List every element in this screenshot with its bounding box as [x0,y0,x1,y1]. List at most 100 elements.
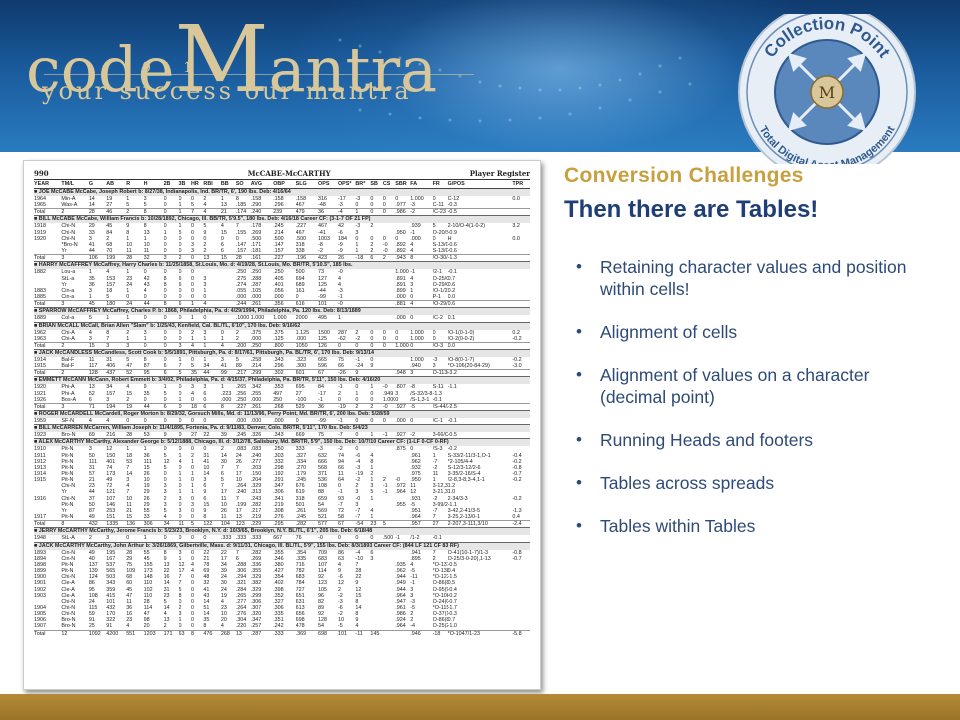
register-cell: 3 [190,248,194,255]
register-cell: 5 [88,315,92,322]
register-cell: -0.3 [447,611,457,618]
banner-dot-pattern [338,38,692,123]
register-cell [512,341,530,350]
register-cell: .270 [295,464,307,471]
register-cell: 8 [61,520,89,528]
register-cell: 501 [295,501,305,508]
register-col-header: HR [190,180,204,189]
register-cell: Cle-A [61,592,75,599]
register-cell: 0 [337,483,341,490]
register-cell: 26 [220,507,227,514]
register-cell: -48 [318,202,326,209]
register-cell: 17 [220,489,227,496]
register-cell: 0 [190,281,194,288]
register-stat-row: 1917 Pit-N 49 151 15 33 4 0 0 8 11 13 .219 .276 .245 52… [34,514,530,521]
register-total-row: Total 12 1092 4200 551 1203 171 63 8 476 268 13.287… [34,629,530,637]
register-cell: 4 [355,623,359,630]
register-cell: 153 [106,275,116,282]
register-cell: 55 [143,549,150,556]
register-cell: 44 [88,248,95,255]
register-cell: 1923 [34,432,46,439]
register-cell: 145 [370,629,383,637]
register-player-row: ■ SPARROW McCAFFREY McCaffrey, Charles P… [34,307,530,316]
register-cell: .949 [395,580,406,587]
register-cell: *O-123(86-1-29) [432,574,448,581]
register-cell: .276 [273,514,284,521]
register-cell: .321 [235,580,247,587]
register-cell: 23 [88,483,95,490]
register-cell: -0 [382,248,388,255]
register-cell: .944 [395,574,406,581]
register-cell: 5 [190,363,194,370]
register-cell: 698 [295,617,305,624]
register-cell: .276 [235,611,247,618]
register-cell: -99 [318,294,326,301]
register-cell: 184 [337,235,347,242]
register-player-name: ■ BILL McCABE McCabe, William Francis b:… [34,215,530,224]
register-cell: 1 [163,384,167,391]
register-cell: .334 [295,458,307,465]
register-stat-row: 1920 Chi-N 3 2 1 1 0 0 0 0 0 0 .500 .500 .500 1003 184 0 0… [34,236,530,242]
register-cell: .214 [273,229,284,236]
register-cell: 3 [203,384,207,391]
register-cell: .219 [273,501,284,508]
register-cell: 14 [203,598,210,605]
register-cell: O-41(10-1-7)/1-3 [447,549,489,556]
register-total-row: Total 2 28 46 2 8 0 1 7 4 21.174.240 239 479 36 -4 1 0 0.… [34,208,530,216]
register-cell: 0 [395,335,399,342]
register-cell: -1.1 [447,384,457,391]
register-cell: Yr [61,507,67,514]
register-cell: 0 [203,418,207,425]
register-cell: .256 [235,390,247,397]
register-cell: 95 [143,369,164,377]
register-cell: 0 [178,294,182,301]
register-cell: 34 [203,363,210,370]
register-cell: 34 [163,520,179,528]
register-cell: -11 [410,574,418,581]
register-cell: 3 [355,229,359,236]
register-cell: 75 [318,432,325,439]
register-cell: 108 [318,483,328,490]
register-cell: 1 [190,483,194,490]
register-cell: 694 [295,275,305,282]
register-cell: 0 [355,235,359,242]
register-cell: 2 [190,452,194,459]
register-cell: 698 [318,629,338,637]
register-cell: 44 [143,300,164,308]
register-cell: 107 [318,561,328,568]
register-cell: 631 [295,598,305,605]
register-player-name: ■ SPARROW McCAFFREY McCaffrey, Charles P… [34,307,530,316]
register-cell: 72 [106,483,113,490]
register-cell: .401 [273,281,284,288]
register-cell: 110 [143,580,153,587]
register-cell: 2 [370,402,383,411]
register-cell: 0 [178,483,182,490]
register-cell: .329 [250,574,262,581]
register-cell: 551 [126,629,144,637]
register-cell: 9 [143,384,147,391]
register-cell [395,629,411,637]
register-cell: Bro-N [61,623,76,630]
register-cell: 0 [355,384,359,391]
register-cell: .405 [273,275,284,282]
register-cell: 0 [382,335,386,342]
register-cell: 17 [235,507,242,514]
register-col-header: AB [106,180,127,189]
slide-headline: Then there are Tables! [564,196,819,223]
register-cell: 6 [370,549,374,556]
register-cell: /S-32/3-8,2-3,1-1 [410,390,433,397]
register-cell: 6 [163,363,167,370]
register-cell: 322 [106,617,116,624]
register-stat-row: *Bro-N 41 68 10 10 0 0 3 2 6.147.171.147 318 -8 -9 1 2… [34,242,530,248]
register-cell: 2 [203,248,207,255]
register-cell: 0 [370,329,374,336]
register-cell: 13 [235,514,242,521]
register-cell: 401 [106,458,116,465]
register-cell: 10 [337,617,344,624]
register-cell: .298 [273,464,284,471]
register-cell: 4 [220,341,236,350]
register-cell: 1 [178,356,182,363]
register-cell: .306 [273,489,284,496]
register-cell: 7 [355,561,359,568]
register-cell: -0.5 [447,208,513,216]
